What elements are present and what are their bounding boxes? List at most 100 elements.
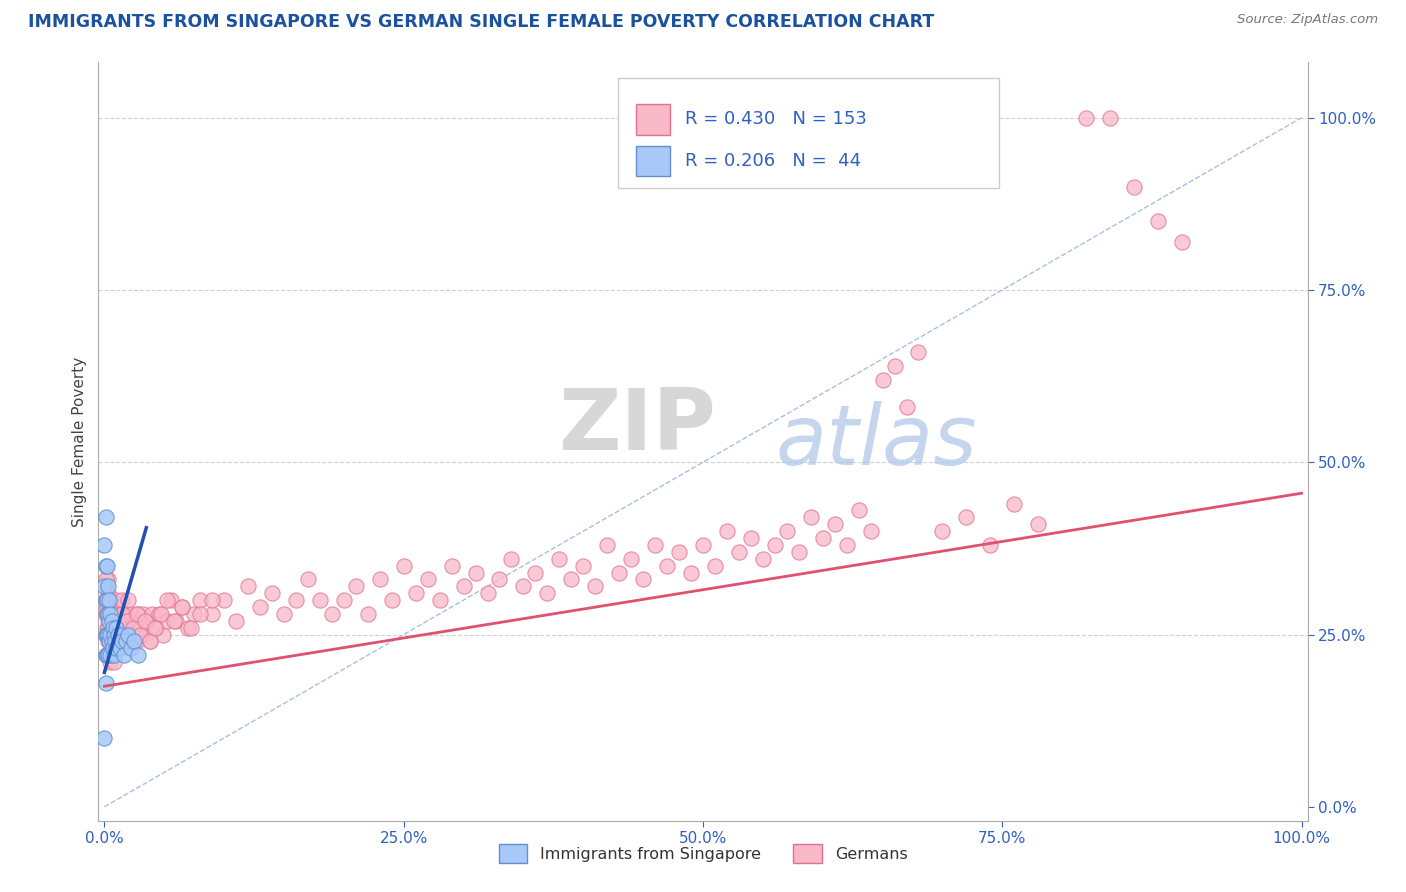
Point — [100, 614, 122, 628]
Point — [101, 621, 124, 635]
Point — [453, 579, 475, 593]
Point — [101, 634, 124, 648]
Point — [121, 607, 143, 621]
Point — [896, 400, 918, 414]
Point — [98, 614, 121, 628]
Point — [143, 621, 166, 635]
Point — [117, 593, 139, 607]
Point — [101, 648, 124, 663]
Point — [107, 634, 129, 648]
Point — [464, 566, 486, 580]
Point — [344, 579, 367, 593]
Point — [107, 621, 129, 635]
Point — [156, 614, 179, 628]
Point — [111, 634, 134, 648]
Point — [112, 614, 135, 628]
Point — [103, 621, 125, 635]
Point — [94, 627, 117, 641]
Point — [692, 538, 714, 552]
Point — [124, 634, 146, 648]
Point — [368, 573, 391, 587]
Point — [156, 593, 179, 607]
Point — [96, 648, 118, 663]
Point — [740, 531, 762, 545]
Point — [97, 573, 120, 587]
Y-axis label: Single Female Poverty: Single Female Poverty — [72, 357, 87, 526]
Point — [392, 558, 415, 573]
Point — [212, 593, 235, 607]
Point — [134, 614, 156, 628]
Point — [94, 593, 117, 607]
Point — [183, 607, 205, 621]
Point — [110, 627, 132, 641]
Point — [96, 599, 118, 614]
Point — [824, 517, 846, 532]
Point — [321, 607, 343, 621]
Legend: Immigrants from Singapore, Germans: Immigrants from Singapore, Germans — [492, 838, 914, 870]
Point — [107, 614, 129, 628]
Point — [883, 359, 905, 373]
Point — [405, 586, 427, 600]
Point — [177, 621, 200, 635]
Point — [631, 573, 654, 587]
Point — [1026, 517, 1049, 532]
Point — [145, 621, 167, 635]
Point — [100, 655, 122, 669]
Point — [115, 634, 138, 648]
Point — [139, 634, 162, 648]
Point — [644, 538, 666, 552]
Text: R = 0.430   N = 153: R = 0.430 N = 153 — [685, 111, 866, 128]
Point — [111, 607, 134, 621]
Point — [148, 607, 170, 621]
Point — [188, 607, 211, 621]
Point — [97, 579, 120, 593]
Point — [548, 551, 571, 566]
Point — [100, 621, 122, 635]
Point — [122, 621, 145, 635]
Point — [108, 641, 131, 656]
Point — [201, 607, 224, 621]
Point — [97, 627, 120, 641]
Point — [381, 593, 404, 607]
Point — [100, 641, 122, 656]
Point — [100, 614, 122, 628]
Point — [668, 545, 690, 559]
Point — [100, 634, 122, 648]
Point — [127, 607, 149, 621]
Point — [127, 648, 149, 663]
Point — [100, 648, 122, 663]
Point — [752, 551, 775, 566]
Point — [94, 675, 117, 690]
Point — [100, 614, 122, 628]
Point — [979, 538, 1001, 552]
Point — [104, 641, 127, 656]
Point — [139, 634, 162, 648]
Point — [105, 641, 128, 656]
Point — [100, 627, 122, 641]
Point — [560, 573, 582, 587]
Point — [115, 614, 138, 628]
Point — [97, 614, 120, 628]
Point — [136, 614, 159, 628]
Point — [125, 607, 148, 621]
Point — [100, 634, 122, 648]
Point — [835, 538, 858, 552]
Point — [357, 607, 380, 621]
Point — [620, 551, 643, 566]
Point — [134, 627, 156, 641]
Point — [763, 538, 786, 552]
Point — [100, 593, 122, 607]
Point — [583, 579, 606, 593]
Point — [201, 593, 224, 607]
Point — [249, 599, 271, 614]
Point — [98, 648, 121, 663]
Point — [117, 627, 139, 641]
Point — [96, 627, 118, 641]
Point — [115, 627, 138, 641]
Point — [100, 627, 122, 641]
Point — [93, 731, 115, 745]
Point — [101, 641, 124, 656]
Point — [776, 524, 799, 538]
Point — [93, 579, 115, 593]
Point — [188, 593, 211, 607]
